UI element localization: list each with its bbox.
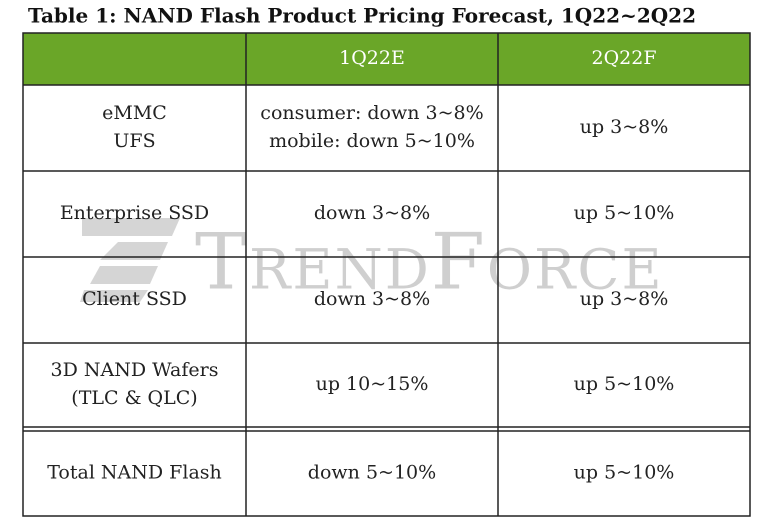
watermark-text: TrendForce bbox=[195, 218, 664, 308]
header-row bbox=[23, 33, 750, 85]
table-cell: mobile: down 5~10% bbox=[269, 130, 475, 152]
table-cell: down 3~8% bbox=[314, 288, 430, 310]
table-cell: UFS bbox=[113, 130, 155, 152]
table-cell: consumer: down 3~8% bbox=[260, 102, 483, 124]
table-cell: Enterprise SSD bbox=[60, 202, 209, 224]
table-cell: down 5~10% bbox=[308, 462, 436, 484]
table-cell: up 3~8% bbox=[580, 116, 669, 138]
table-cell: 3D NAND Wafers bbox=[51, 359, 219, 381]
watermark-logo bbox=[80, 218, 180, 302]
table-cell: up 3~8% bbox=[580, 288, 669, 310]
header-cell: 2Q22F bbox=[591, 47, 656, 69]
table-cell: up 5~10% bbox=[574, 373, 675, 395]
table-cell: Client SSD bbox=[82, 288, 187, 310]
table-cell: Total NAND Flash bbox=[47, 462, 222, 484]
table-cell: up 5~10% bbox=[574, 462, 675, 484]
table-lines bbox=[22, 32, 751, 517]
table-cell: (TLC & QLC) bbox=[71, 387, 197, 409]
table-cell: down 3~8% bbox=[314, 202, 430, 224]
header-cell: 1Q22E bbox=[339, 47, 405, 69]
table-cell: eMMC bbox=[102, 102, 167, 124]
table-title: Table 1: NAND Flash Product Pricing Fore… bbox=[28, 4, 696, 28]
table-cell: up 5~10% bbox=[574, 202, 675, 224]
table-cell: up 10~15% bbox=[316, 373, 429, 395]
